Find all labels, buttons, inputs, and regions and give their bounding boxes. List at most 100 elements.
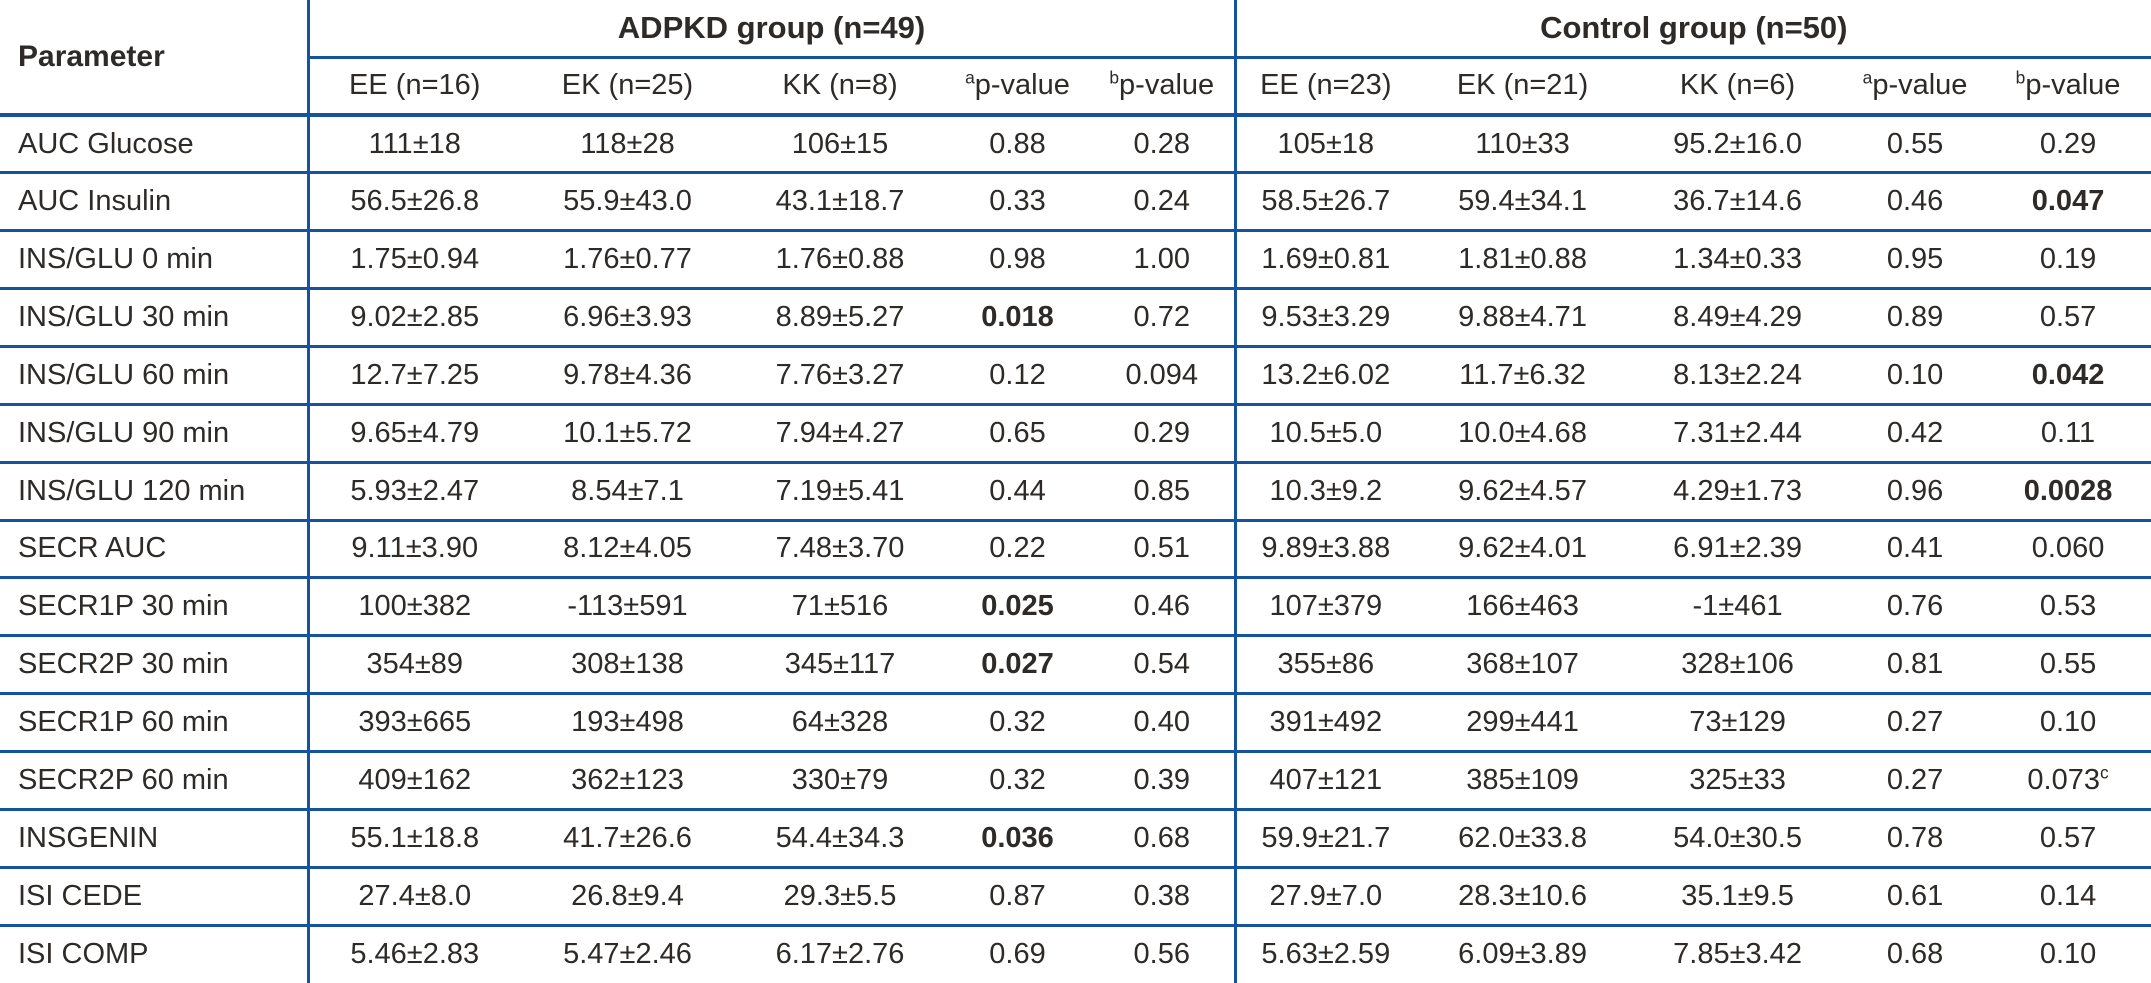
- column-header: KK (n=6): [1630, 57, 1846, 117]
- control-value-cell: 391±492: [1233, 693, 1416, 753]
- adpkd-value-cell: 362±123: [520, 751, 735, 811]
- parameter-cell: SECR2P 30 min: [0, 635, 308, 696]
- control-value-cell: 7.31±2.44: [1630, 404, 1846, 464]
- control-value-cell: 1.81±0.88: [1415, 230, 1631, 291]
- adpkd-value-cell: 0.40: [1090, 693, 1236, 753]
- control-value-cell: 0.11: [1985, 404, 2151, 464]
- column-header: ap-value: [1845, 57, 1986, 117]
- column-header: EE (n=16): [306, 57, 520, 117]
- adpkd-value-cell: 71±516: [735, 577, 945, 638]
- control-value-cell: 73±129: [1630, 693, 1846, 753]
- adpkd-value-cell: 1.76±0.88: [735, 230, 945, 291]
- column-header: EE (n=23): [1233, 57, 1416, 117]
- control-value-cell: 0.19: [1985, 230, 2151, 291]
- adpkd-value-cell: 330±79: [735, 751, 945, 811]
- control-value-cell: 0.57: [1985, 288, 2151, 348]
- control-value-cell: 36.7±14.6: [1630, 172, 1846, 233]
- control-value-cell: 0.14: [1985, 867, 2151, 927]
- control-value-cell: 0.29: [1985, 115, 2151, 175]
- adpkd-value-cell: 9.02±2.85: [306, 288, 520, 348]
- adpkd-value-cell: 0.32: [945, 751, 1090, 811]
- table-row: INS/GLU 0 min 1.75±0.94 1.76±0.77 1.76±0.88…: [0, 230, 2151, 291]
- control-value-cell: 0.0028: [1985, 462, 2151, 522]
- control-value-cell: 6.09±3.89: [1458, 938, 1587, 971]
- adpkd-value-cell: 29.3±5.5: [735, 867, 945, 927]
- control-value-cell: 54.0±30.5: [1630, 809, 1846, 869]
- control-value-cell: 5.63±2.59: [1233, 925, 1416, 983]
- control-value-cell: 62.0±33.8: [1415, 809, 1631, 869]
- control-value-cell: 8.49±4.29: [1630, 288, 1846, 348]
- table-row: INS/GLU 120 min 5.93±2.47 8.54±7.1 7.19±5.4…: [0, 462, 2151, 522]
- control-value-cell: 0.10: [2039, 938, 2097, 971]
- adpkd-value-cell: 0.38: [1090, 867, 1236, 927]
- control-value-cell: 10.0±4.68: [1415, 404, 1631, 464]
- column-header: EK (n=25): [520, 57, 735, 117]
- table-row: INS/GLU 90 min 9.65±4.79 10.1±5.72 7.94±4.2…: [0, 404, 2151, 464]
- control-value-cell: 27.9±7.0: [1233, 867, 1416, 927]
- parameter-cell: INSGENIN: [0, 809, 308, 869]
- table-row: SECR2P 30 min 354±89 308±138 345±117 0.027 0.…: [0, 635, 2151, 696]
- control-value-cell: 9.88±4.71: [1415, 288, 1631, 348]
- column-header: bp-value: [1090, 57, 1236, 117]
- adpkd-value-cell: 8.89±5.27: [735, 288, 945, 348]
- control-value-cell: 0.10: [1845, 346, 1986, 406]
- adpkd-value-cell: 0.51: [1090, 520, 1236, 580]
- control-value-cell: 0.96: [1845, 462, 1986, 522]
- control-value-cell: 0.047: [1985, 172, 2151, 233]
- control-value-cell: 107±379: [1233, 577, 1416, 638]
- control-value-cell: 0.89: [1845, 288, 1986, 348]
- adpkd-value-cell: 5.47±2.46: [563, 938, 692, 971]
- control-value-cell: 0.46: [1845, 172, 1986, 233]
- parameter-cell: INS/GLU 90 min: [0, 404, 308, 464]
- control-value-cell: 9.89±3.88: [1233, 520, 1416, 580]
- control-value-cell: -1±461: [1630, 577, 1846, 638]
- adpkd-value-cell: 1.76±0.77: [520, 230, 735, 291]
- table-row: AUC Glucose 111±18 118±28 106±15 0.88 0.28 105…: [0, 115, 2151, 175]
- control-value-cell: 355±86: [1233, 635, 1416, 696]
- control-value-cell: 0.81: [1845, 635, 1986, 696]
- adpkd-value-cell: 27.4±8.0: [306, 867, 520, 927]
- table-row: ISI COMP 5.46±2.83 5.47±2.46 6.17±2.76 0.69 0…: [0, 925, 2151, 983]
- adpkd-value-cell: 5.46±2.83: [306, 925, 520, 983]
- control-value-cell: 9.62±4.01: [1415, 520, 1631, 580]
- adpkd-value-cell: 56.5±26.8: [306, 172, 520, 233]
- control-value-cell: 0.27: [1845, 693, 1986, 753]
- control-value-cell: 0.42: [1845, 404, 1986, 464]
- control-value-cell: 385±109: [1415, 751, 1631, 811]
- control-value-cell: 0.10: [1985, 693, 2151, 753]
- control-value-cell: 0.57: [1985, 809, 2151, 869]
- parameter-cell: SECR AUC: [0, 520, 308, 580]
- control-value-cell: 166±463: [1415, 577, 1631, 638]
- control-value-cell: 0.55: [1985, 635, 2151, 696]
- control-value-cell: 11.7±6.32: [1415, 346, 1631, 406]
- adpkd-value-cell: 12.7±7.25: [306, 346, 520, 406]
- control-value-cell: 1.34±0.33: [1630, 230, 1846, 291]
- control-value-cell: 0.78: [1845, 809, 1986, 869]
- control-value-cell: 6.91±2.39: [1630, 520, 1846, 580]
- adpkd-value-cell: 0.39: [1090, 751, 1236, 811]
- adpkd-value-cell: 0.56: [1133, 938, 1190, 971]
- control-value-cell: 105±18: [1233, 115, 1416, 175]
- adpkd-value-cell: 55.1±18.8: [306, 809, 520, 869]
- table-row: INS/GLU 60 min 12.7±7.25 9.78±4.36 7.76±3.2…: [0, 346, 2151, 406]
- adpkd-value-cell: 8.12±4.05: [520, 520, 735, 580]
- control-group-header: Control group (n=50): [1233, 0, 2151, 59]
- adpkd-value-cell: 1.75±0.94: [306, 230, 520, 291]
- adpkd-value-cell: 26.8±9.4: [520, 867, 735, 927]
- table-row: AUC Insulin 56.5±26.8 55.9±43.0 43.1±18.7 0.…: [0, 172, 2151, 233]
- adpkd-value-cell: 0.22: [945, 520, 1090, 580]
- adpkd-value-cell: 0.094: [1090, 346, 1236, 406]
- adpkd-value-cell: 0.69: [989, 938, 1046, 971]
- control-value-cell: 0.53: [1985, 577, 2151, 638]
- parameter-cell: SECR2P 60 min: [0, 751, 308, 811]
- group-header-row: Parameter ADPKD group (n=49) Control gro…: [0, 0, 2151, 117]
- control-value-cell: 0.41: [1845, 520, 1986, 580]
- adpkd-value-cell: 106±15: [735, 115, 945, 175]
- table-row: SECR2P 60 min 409±162 362±123 330±79 0.32 0.3…: [0, 751, 2151, 811]
- control-value-cell: 0.61: [1845, 867, 1986, 927]
- parameter-cell: INS/GLU 60 min: [0, 346, 308, 406]
- control-value-cell: 10.3±9.2: [1233, 462, 1416, 522]
- adpkd-value-cell: 9.78±4.36: [520, 346, 735, 406]
- adpkd-value-cell: 0.33: [945, 172, 1090, 233]
- table-row: ISI CEDE 27.4±8.0 26.8±9.4 29.3±5.5 0.87 0.38…: [0, 867, 2151, 927]
